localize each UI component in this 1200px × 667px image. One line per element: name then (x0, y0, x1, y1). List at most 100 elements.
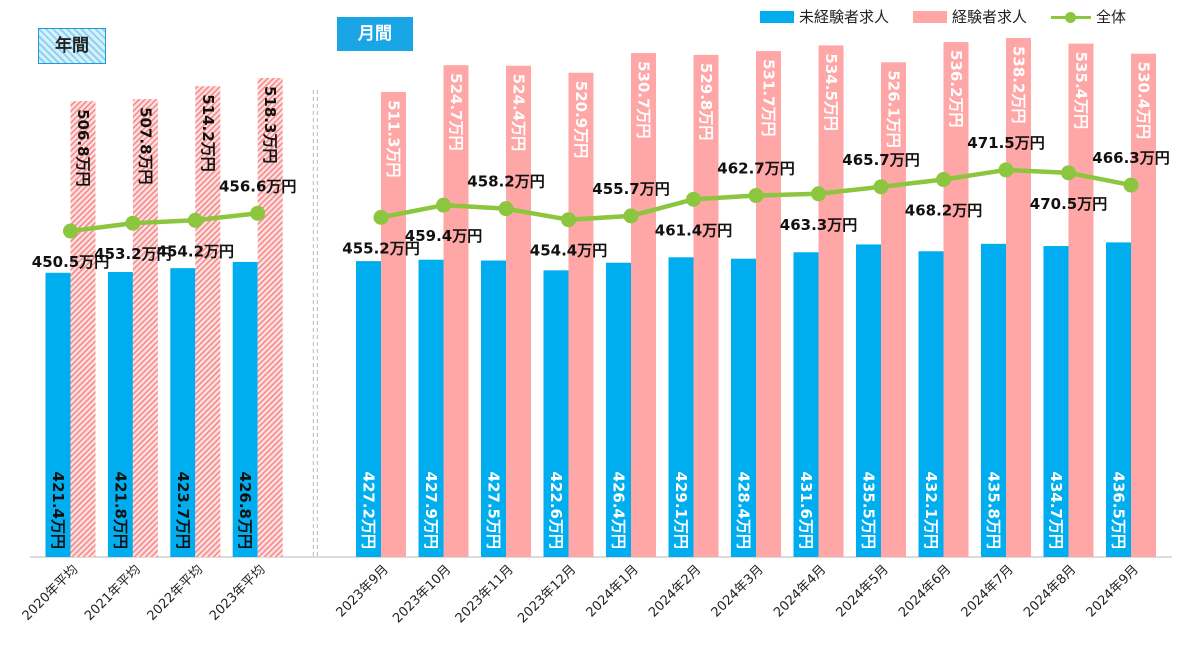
overall-value-label: 453.2万円 (94, 245, 171, 263)
bar-experienced (1006, 38, 1031, 557)
overall-point (125, 215, 141, 231)
bar-label-experienced: 526.1万円 (885, 70, 903, 147)
overall-value-label: 455.2万円 (342, 239, 419, 257)
x-tick-label: 2024年2月 (646, 562, 704, 620)
bar-label-experienced: 530.4万円 (1135, 62, 1153, 139)
bar-label-experienced: 536.2万円 (947, 50, 965, 127)
overall-value-label: 462.7万円 (717, 160, 794, 178)
bar-label-experienced: 531.7万円 (760, 59, 778, 136)
chart-legend: 未経験者求人 経験者求人 全体 (760, 6, 1126, 27)
bar-label-experienced: 524.4万円 (510, 74, 528, 151)
legend-label-inexperienced: 未経験者求人 (799, 8, 890, 26)
bar-experienced (381, 92, 406, 558)
bar-inexperienced (668, 257, 694, 557)
bar-inexperienced (606, 262, 631, 557)
bar-experienced (70, 101, 96, 558)
bar-label-inexperienced: 427.5万円 (485, 472, 503, 549)
overall-value-label: 458.2万円 (467, 173, 544, 191)
bar-label-inexperienced: 435.5万円 (860, 472, 878, 549)
overall-value-label: 471.5万円 (967, 134, 1044, 152)
bar-inexperienced (856, 244, 881, 558)
x-tick-label: 2024年6月 (896, 562, 954, 620)
overall-value-label: 456.6万円 (219, 177, 296, 195)
overall-value-label: 461.4万円 (655, 221, 732, 239)
x-tick-label: 2023年平均 (207, 562, 269, 624)
overall-value-label: 470.5万円 (1030, 195, 1107, 213)
bar-experienced (881, 62, 906, 558)
overall-point (373, 209, 389, 225)
bar-label-inexperienced: 436.5万円 (1110, 472, 1128, 549)
bar-inexperienced (356, 261, 381, 557)
bar-label-experienced: 511.3万円 (385, 100, 403, 177)
overall-value-label: 465.7万円 (842, 151, 919, 169)
overall-value-label: 455.7万円 (592, 180, 669, 198)
bar-inexperienced (107, 271, 133, 557)
legend-item-experienced: 経験者求人 (913, 6, 1027, 27)
overall-point (187, 212, 203, 228)
overall-point (998, 162, 1014, 178)
bar-label-experienced: 507.8万円 (136, 107, 154, 184)
bar-label-experienced: 535.4万円 (1072, 52, 1090, 129)
overall-point (873, 179, 889, 195)
annual-section-label: 年間 (38, 28, 106, 64)
bar-experienced (132, 99, 158, 558)
overall-value-label: 450.5万円 (32, 253, 109, 271)
bar-label-experienced: 530.7万円 (635, 61, 653, 138)
legend-item-inexperienced: 未経験者求人 (760, 6, 889, 27)
x-tick-label: 2022年平均 (145, 562, 207, 624)
x-tick-label: 2020年平均 (20, 562, 82, 624)
overall-value-label: 454.2万円 (157, 242, 234, 260)
legend-label-overall: 全体 (1096, 8, 1127, 26)
overall-point (1061, 165, 1076, 181)
bar-label-inexperienced: 426.4万円 (610, 472, 628, 549)
bar-label-inexperienced: 421.8万円 (111, 472, 129, 549)
bar-label-inexperienced: 421.4万円 (49, 472, 67, 549)
bar-label-experienced: 529.8万円 (697, 63, 715, 140)
x-tick-label: 2023年11月 (453, 562, 517, 626)
overall-point (811, 186, 826, 202)
overall-point (498, 201, 514, 217)
bar-label-inexperienced: 432.1万円 (922, 472, 940, 549)
bar-label-inexperienced: 428.4万円 (735, 472, 753, 549)
bar-label-inexperienced: 435.8万円 (985, 472, 1003, 549)
overall-value-label: 468.2万円 (905, 202, 982, 220)
legend-item-overall: 全体 (1051, 6, 1126, 27)
bar-label-inexperienced: 429.1万円 (672, 472, 690, 549)
legend-label-experienced: 経験者求人 (952, 8, 1028, 26)
x-tick-label: 2024年3月 (709, 562, 767, 620)
bar-label-experienced: 514.2万円 (199, 94, 217, 171)
overall-value-label: 463.3万円 (780, 216, 857, 234)
overall-point (250, 205, 266, 221)
bar-label-inexperienced: 427.9万円 (422, 472, 440, 549)
bar-label-experienced: 520.9万円 (572, 81, 590, 158)
bar-experienced (257, 78, 283, 557)
bar-inexperienced (793, 252, 819, 557)
bar-inexperienced (170, 268, 196, 557)
x-tick-label: 2023年10月 (390, 562, 454, 626)
bar-experienced (195, 86, 221, 558)
x-tick-label: 2024年1月 (584, 562, 642, 620)
bar-inexperienced (1106, 242, 1131, 558)
overall-point (936, 172, 951, 188)
x-tick-label: 2023年12月 (515, 562, 579, 626)
x-tick-label: 2021年平均 (82, 562, 144, 624)
bar-label-experienced: 534.5万円 (822, 53, 840, 130)
bar-experienced (443, 65, 469, 558)
bar-inexperienced (731, 258, 756, 557)
bar-experienced (1068, 43, 1094, 558)
bar-inexperienced (1043, 246, 1069, 557)
overall-value-label: 466.3万円 (1092, 149, 1169, 167)
overall-point (1123, 177, 1139, 193)
bar-experienced (568, 72, 594, 558)
bar-label-inexperienced: 427.2万円 (360, 472, 378, 549)
bar-experienced (631, 53, 656, 557)
bar-inexperienced (418, 259, 444, 557)
bar-label-experienced: 506.8万円 (74, 109, 92, 186)
x-tick-label: 2024年8月 (1021, 562, 1079, 620)
overall-value-label: 454.4万円 (530, 242, 607, 260)
bar-inexperienced (232, 261, 258, 557)
bar-experienced (756, 51, 781, 557)
bar-inexperienced (981, 243, 1006, 558)
bar-label-inexperienced: 431.6万円 (797, 472, 815, 549)
